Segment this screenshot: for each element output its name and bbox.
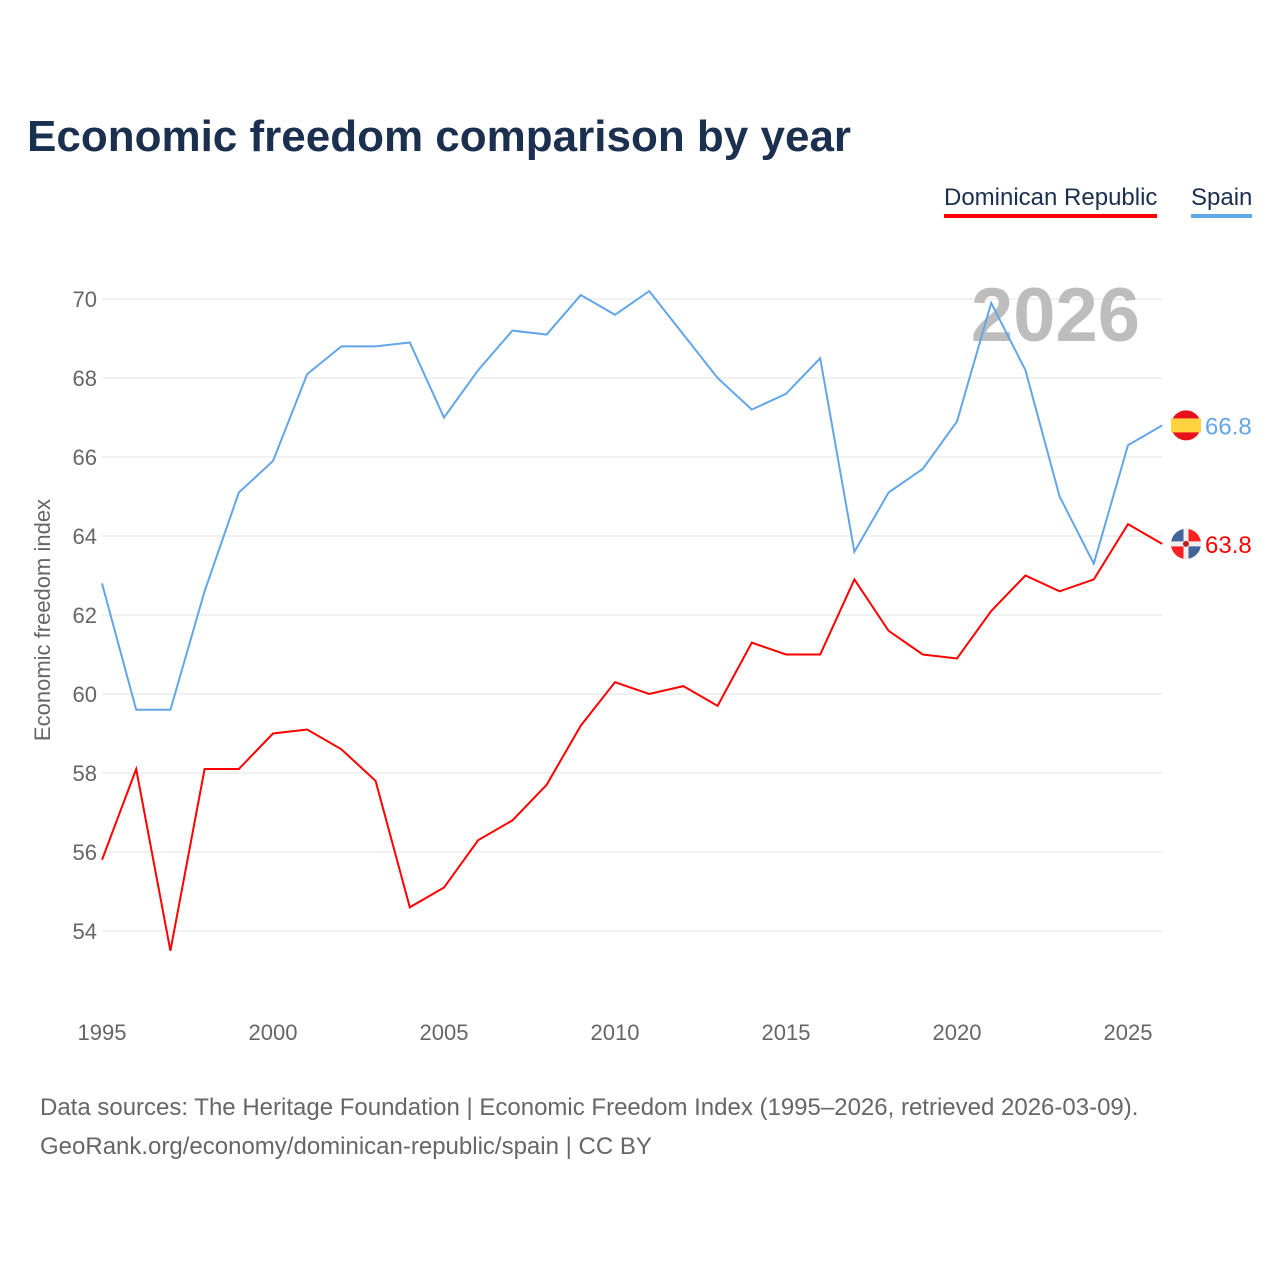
flag-quarter [1186, 528, 1201, 544]
x-tick-label: 2010 [591, 1020, 640, 1045]
spain-flag-stripe [1171, 418, 1201, 433]
end-value-label: 63.8 [1205, 532, 1252, 559]
y-tick-label: 66 [73, 445, 97, 470]
x-tick-label: 1995 [78, 1020, 127, 1045]
y-tick-label: 70 [73, 287, 97, 312]
x-tick-label: 2025 [1104, 1020, 1153, 1045]
y-tick-label: 58 [73, 761, 97, 786]
legend-dominican-republic[interactable]: Dominican Republic [944, 184, 1158, 218]
flag-emblem [1183, 540, 1189, 547]
x-tick-label: 2020 [933, 1020, 982, 1045]
end-value-label: 66.8 [1205, 413, 1252, 440]
y-tick-label: 68 [73, 366, 97, 391]
x-tick-label: 2005 [420, 1020, 469, 1045]
source-line-2: GeoRank.org/economy/dominican-republic/s… [40, 1133, 652, 1160]
source-note: Data sources: The Heritage Foundation | … [40, 1088, 1138, 1166]
y-tick-label: 64 [73, 524, 97, 549]
y-tick-label: 54 [73, 919, 97, 944]
y-tick-label: 56 [73, 840, 97, 865]
y-tick-label: 62 [73, 603, 97, 628]
y-tick-label: 60 [73, 682, 97, 707]
legend-spain[interactable]: Spain [1191, 184, 1253, 218]
x-tick-label: 2015 [762, 1020, 811, 1045]
year-watermark: 2026 [971, 273, 1140, 358]
chart-title: Economic freedom comparison by year [27, 112, 852, 161]
x-tick-label: 2000 [249, 1020, 298, 1045]
flag-quarter [1171, 543, 1186, 559]
source-line-1: Data sources: The Heritage Foundation | … [40, 1094, 1139, 1121]
y-axis-label: Economic freedom index [30, 499, 55, 741]
series-line-spain [101, 289, 1163, 711]
series-line-dominican-republic [101, 522, 1163, 951]
